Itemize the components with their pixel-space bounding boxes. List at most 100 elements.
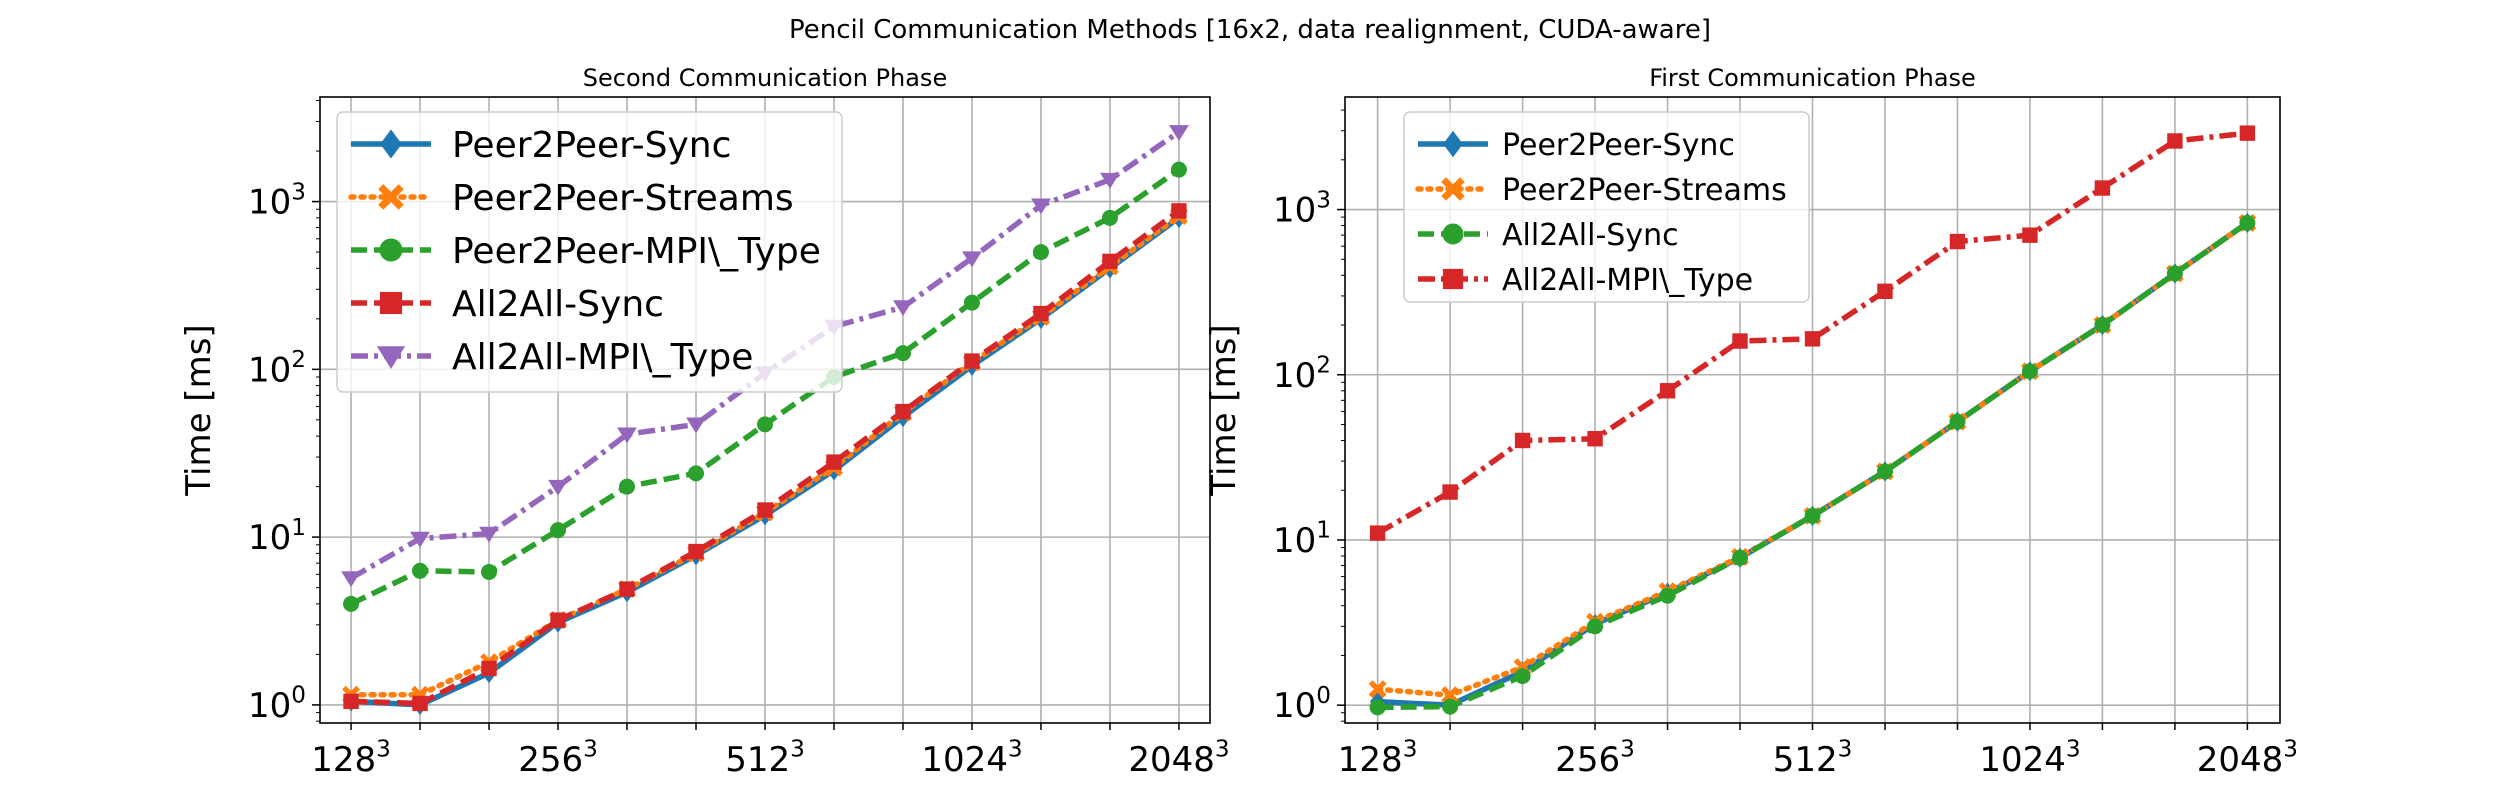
data-point (1033, 305, 1049, 322)
data-point (1170, 161, 1187, 178)
data-point (1514, 668, 1531, 685)
data-point (1442, 484, 1458, 500)
series-all2all-sync (343, 203, 1187, 712)
y-tick-label-base: 10 (1273, 686, 1316, 726)
data-point (412, 695, 428, 712)
y-tick-label-exp: 0 (291, 683, 306, 709)
data-point (550, 612, 566, 628)
data-point (1949, 233, 1966, 250)
legend-item: Peer2Peer-Streams (1415, 173, 1787, 208)
data-point (1031, 198, 1051, 215)
data-point (1732, 333, 1748, 349)
y-tick-label-exp: 2 (291, 347, 306, 373)
x-tick-label-exp: 3 (790, 737, 805, 763)
data-point (2094, 317, 2111, 334)
legend-item: Peer2Peer-Streams (348, 178, 794, 219)
legend-item: Peer2Peer-Sync (351, 125, 731, 166)
legend-label: All2All-Sync (452, 284, 664, 325)
data-point (1100, 172, 1120, 189)
y-tick-label: 100 (248, 683, 306, 726)
data-point (1876, 463, 1893, 480)
x-tick-label-base: 2048 (1128, 740, 1215, 780)
data-point (688, 465, 705, 482)
data-point (1369, 699, 1386, 716)
x-tick-label-exp: 3 (1403, 737, 1418, 763)
data-point (2239, 125, 2256, 141)
series-all2all-mpi-type (1369, 125, 2256, 541)
x-tick-label: 5123 (1773, 737, 1853, 780)
y-tick-label-exp: 1 (1316, 518, 1331, 544)
y-tick-label-exp: 2 (1316, 352, 1331, 378)
data-point (1877, 283, 1893, 300)
x-tick-label-exp: 3 (583, 737, 598, 763)
data-point (1171, 203, 1187, 219)
x-tick-label: 2563 (518, 737, 598, 780)
data-point (1587, 431, 1603, 447)
legend-swatch-marker (380, 129, 402, 159)
legend-swatch-marker (1442, 223, 1464, 245)
data-point (1102, 253, 1118, 270)
y-tick-label-base: 10 (248, 350, 291, 390)
legend-label: Peer2Peer-Sync (452, 125, 731, 166)
x-tick-label-base: 2048 (2197, 740, 2284, 780)
y-tick-label: 103 (248, 179, 306, 222)
data-point (343, 693, 359, 710)
legend-box (336, 111, 843, 393)
y-tick-label-base: 10 (248, 518, 291, 558)
y-tick-label-base: 10 (1273, 191, 1316, 231)
chart-title: First Communication Phase (1649, 64, 1976, 92)
legend-label: Peer2Peer-Streams (452, 178, 794, 219)
legend-item: Peer2Peer-Sync (1418, 128, 1735, 163)
y-tick-label-exp: 3 (291, 179, 306, 205)
legend-label: All2All-Sync (1502, 218, 1679, 253)
legend-swatch-marker (1442, 268, 1464, 290)
x-tick-label-base: 128 (1338, 740, 1403, 780)
y-tick-label-exp: 1 (291, 515, 306, 541)
data-point (1369, 525, 1386, 541)
data-point (1169, 125, 1189, 141)
series-all2all-sync (1369, 214, 2256, 716)
x-tick-label-exp: 3 (1008, 737, 1023, 763)
data-point (688, 543, 704, 560)
data-point (757, 502, 773, 518)
legend-label: All2All-MPI\_Type (1502, 263, 1753, 298)
data-point (479, 526, 499, 543)
chart-title: Second Communication Phase (583, 64, 947, 92)
y-tick-label: 102 (248, 347, 306, 390)
data-point (1659, 587, 1676, 604)
data-point (2094, 180, 2111, 196)
data-point (410, 531, 430, 548)
data-point (2166, 265, 2183, 282)
y-tick-label-exp: 0 (1316, 683, 1331, 709)
x-tick-label-base: 1024 (1979, 740, 2066, 780)
y-axis-label: Time [ms] (1204, 324, 1244, 496)
legend-swatch-marker (376, 346, 406, 369)
data-point (964, 353, 980, 369)
y-tick-label: 101 (1273, 518, 1331, 561)
x-tick-label-base: 256 (1555, 740, 1620, 780)
axes-frame (319, 96, 1211, 724)
legend-label: All2All-MPI\_Type (452, 337, 753, 378)
legend-swatch-marker (1441, 177, 1465, 201)
data-point (1732, 549, 1749, 566)
data-point (757, 416, 773, 433)
data-point (548, 479, 568, 496)
data-point (617, 427, 637, 444)
y-tick-label-base: 10 (248, 686, 291, 726)
data-point (893, 300, 913, 317)
legend-item: All2All-Sync (1418, 218, 1679, 253)
data-point (619, 581, 635, 597)
data-point (1514, 432, 1531, 449)
x-tick-label: 10243 (1979, 737, 2080, 780)
legend-item: All2All-MPI\_Type (1418, 263, 1753, 298)
y-axis-label: Time [ms] (179, 324, 219, 496)
data-point (894, 345, 911, 362)
data-point (1949, 413, 1966, 430)
data-point (1368, 680, 1387, 699)
data-point (550, 522, 567, 539)
legend-item: All2All-MPI\_Type (351, 337, 753, 378)
x-tick-label-exp: 3 (2066, 737, 2081, 763)
